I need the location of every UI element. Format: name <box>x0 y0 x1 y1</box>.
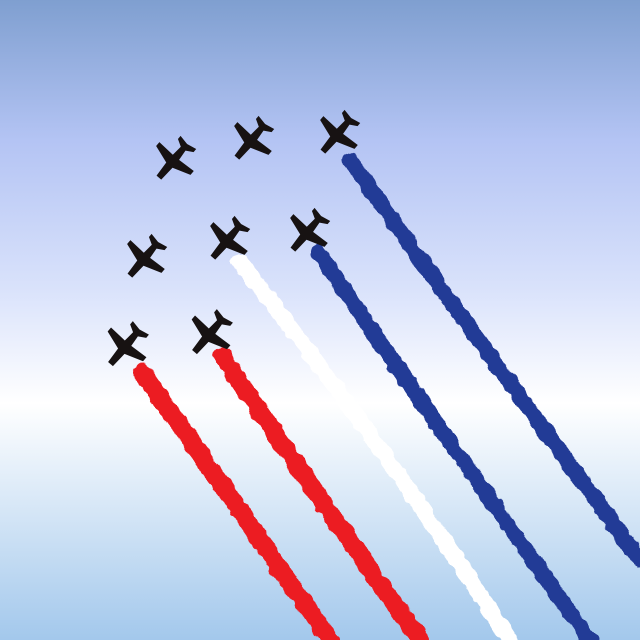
blue-smoke-trail-middle <box>310 244 598 640</box>
blue-smoke-trail-right <box>342 152 640 568</box>
red-smoke-trail-right <box>213 347 429 640</box>
smoke-trails <box>133 152 640 640</box>
red-smoke-trail-left <box>133 363 339 640</box>
white-smoke-trail <box>232 254 518 640</box>
